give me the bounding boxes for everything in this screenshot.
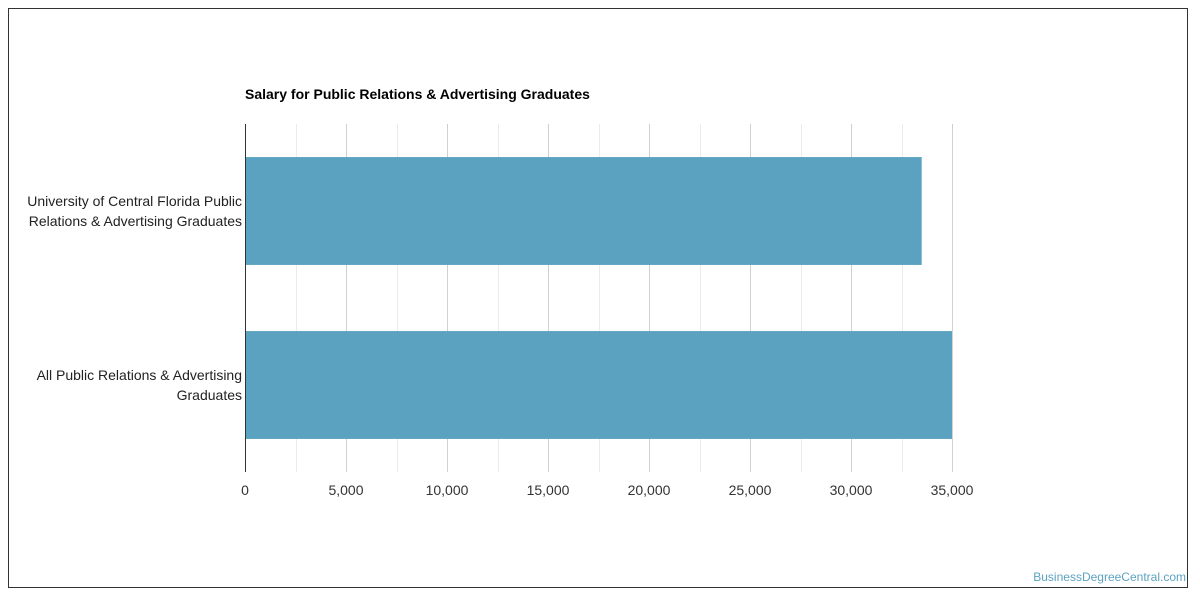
x-tick-label: 15,000 xyxy=(527,482,570,498)
category-label: Relations & Advertising Graduates xyxy=(29,213,242,229)
chart-title: Salary for Public Relations & Advertisin… xyxy=(245,86,590,102)
x-tick-label: 10,000 xyxy=(426,482,469,498)
x-tick-label: 35,000 xyxy=(931,482,974,498)
x-tick-label: 5,000 xyxy=(328,482,363,498)
category-labels: University of Central Florida Public Rela… xyxy=(27,193,242,403)
bar-1[interactable] xyxy=(245,157,922,265)
x-tick-label: 0 xyxy=(241,482,249,498)
x-tick-label: 20,000 xyxy=(628,482,671,498)
category-label: University of Central Florida Public xyxy=(27,193,242,209)
watermark[interactable]: BusinessDegreeCentral.com xyxy=(1033,570,1186,584)
category-label: Graduates xyxy=(177,387,242,403)
x-tick-labels: 0 5,000 10,000 15,000 20,000 25,000 30,000 35,0… xyxy=(241,482,974,498)
x-tick-label: 30,000 xyxy=(830,482,873,498)
category-label: All Public Relations & Advertising xyxy=(37,367,242,383)
x-tick-label: 25,000 xyxy=(729,482,772,498)
bars xyxy=(245,157,952,439)
chart-frame xyxy=(8,8,1188,588)
bar-2[interactable] xyxy=(245,331,952,439)
